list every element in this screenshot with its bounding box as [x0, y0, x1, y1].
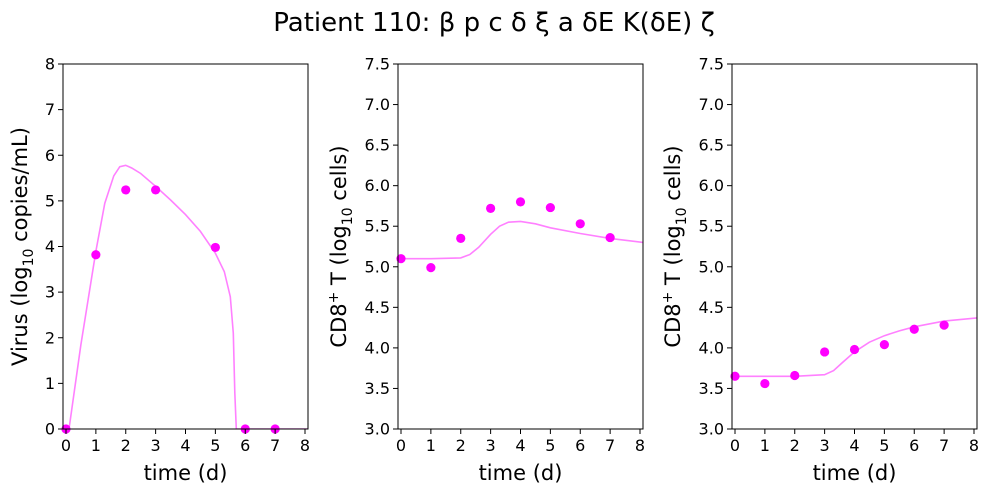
y-tick-label: 6.5	[699, 136, 724, 155]
y-tick-label: 5.5	[365, 217, 390, 236]
data-point	[760, 378, 770, 389]
data-point	[121, 185, 131, 195]
x-tick-label: 4	[849, 436, 859, 455]
y-tick-label: 5.0	[699, 257, 724, 276]
x-tick-label: 2	[456, 436, 466, 455]
data-point	[515, 197, 526, 207]
model-curve	[68, 164, 308, 429]
x-tick-label: 0	[61, 436, 71, 455]
data-point	[151, 185, 161, 195]
data-point	[849, 344, 860, 355]
data-point	[210, 242, 220, 253]
y-axis-label: CD8+ T (log10 cells)	[660, 145, 690, 347]
x-tick-label: 7	[939, 436, 949, 455]
y-tick-label: 6	[45, 146, 55, 165]
data-point	[545, 202, 555, 213]
data-point	[605, 232, 615, 243]
data-point	[91, 250, 101, 260]
y-tick-label: 6.0	[365, 176, 390, 195]
x-axis-label: time (d)	[813, 461, 897, 485]
x-axis-label: time (d)	[479, 461, 563, 485]
x-tick-label: 8	[969, 436, 979, 455]
y-tick-label: 1	[45, 374, 55, 393]
x-tick-label: 4	[515, 436, 525, 455]
y-tick-label: 4.5	[365, 298, 390, 317]
y-tick-label: 6.5	[365, 136, 390, 155]
x-tick-label: 1	[91, 436, 101, 455]
x-tick-label: 0	[396, 436, 406, 455]
y-axis-label: CD8+ T (log10 cells)	[326, 145, 356, 347]
axes-frame	[397, 63, 644, 430]
x-tick-label: 1	[760, 436, 770, 455]
x-tick-label: 2	[121, 436, 131, 455]
y-tick-label: 2	[45, 328, 55, 347]
y-tick-label: 7.5	[365, 55, 390, 74]
y-tick-label: 4.5	[699, 298, 724, 317]
y-tick-label: 6.0	[699, 176, 724, 195]
y-tick-label: 3	[45, 283, 55, 302]
axes-frame	[62, 63, 309, 430]
x-tick-label: 3	[151, 436, 161, 455]
data-point	[820, 347, 830, 357]
data-point	[396, 254, 406, 264]
x-axis-label: time (d)	[144, 461, 228, 485]
y-axis-label: Virus (log10 copies/mL)	[8, 127, 37, 366]
x-tick-label: 5	[879, 436, 889, 455]
y-tick-label: 3.5	[699, 379, 724, 398]
data-point	[486, 203, 496, 213]
x-tick-label: 6	[909, 436, 919, 455]
data-point	[575, 219, 585, 229]
model-curve	[401, 220, 643, 260]
x-tick-label: 3	[486, 436, 496, 455]
x-tick-label: 7	[605, 436, 615, 455]
data-point	[790, 370, 800, 381]
y-tick-label: 8	[45, 55, 55, 74]
y-tick-label: 7	[45, 100, 55, 119]
x-tick-label: 8	[300, 436, 310, 455]
y-tick-label: 7.5	[699, 55, 724, 74]
data-point	[909, 324, 919, 334]
subplot-2: 0 1 2 3 4 5 6 7 8 3.0 3.5 4.0 4.5 5.0 5.5 6.0 6.5 7.0 7.5 t…	[326, 55, 645, 486]
y-tick-label: 4.0	[699, 338, 724, 357]
data-point	[879, 340, 889, 350]
y-tick-label: 3.0	[699, 420, 724, 439]
data-point	[456, 233, 466, 243]
x-tick-label: 5	[210, 436, 220, 455]
x-tick-label: 7	[270, 436, 280, 455]
x-tick-label: 5	[545, 436, 555, 455]
x-tick-label: 4	[180, 436, 190, 455]
x-tick-label: 0	[730, 436, 740, 455]
y-tick-label: 0	[45, 420, 55, 439]
y-tick-label: 5.5	[699, 217, 724, 236]
y-tick-label: 3.0	[365, 420, 390, 439]
y-tick-label: 3.5	[365, 379, 390, 398]
data-point	[939, 320, 949, 330]
y-tick-label: 7.0	[365, 95, 390, 114]
y-tick-label: 5	[45, 191, 55, 210]
x-tick-label: 8	[635, 436, 645, 455]
subplot-3: 0 1 2 3 4 5 6 7 8 3.0 3.5 4.0 4.5 5.0 5.5 6.0 6.5 7.0 7.5 t…	[660, 55, 979, 486]
data-point	[730, 371, 740, 381]
x-tick-label: 6	[575, 436, 585, 455]
x-tick-label: 3	[820, 436, 830, 455]
x-tick-label: 1	[426, 436, 436, 455]
y-tick-label: 5.0	[365, 257, 390, 276]
data-point	[426, 262, 436, 273]
y-tick-label: 4	[45, 237, 55, 256]
axes-frame	[731, 63, 978, 430]
figure-title: Patient 110: β p c δ ξ a δE K(δE) ζ	[273, 8, 714, 38]
y-tick-label: 4.0	[365, 338, 390, 357]
x-tick-label: 6	[240, 436, 250, 455]
y-tick-label: 7.0	[699, 95, 724, 114]
x-tick-label: 2	[790, 436, 800, 455]
